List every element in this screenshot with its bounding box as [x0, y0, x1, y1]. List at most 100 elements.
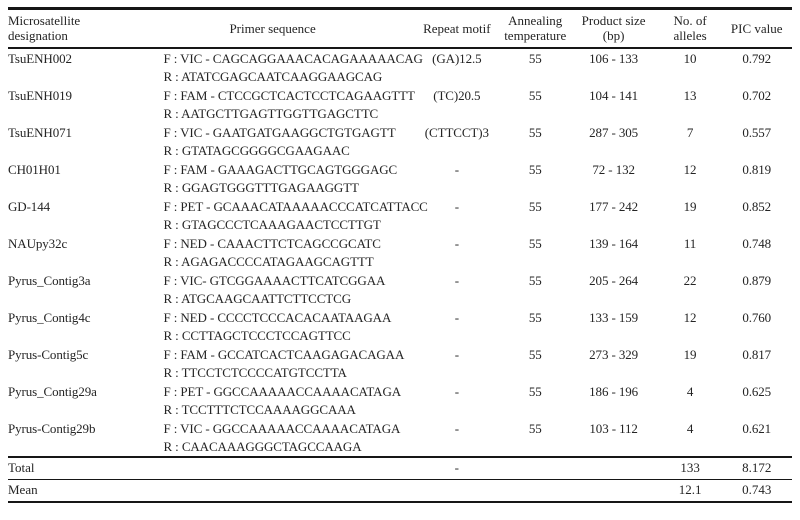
marker-row: TsuENH071 F : VIC - GAATGATGAAGGCTGTGAGT…: [8, 123, 792, 160]
pic-value-cell: 0.748: [742, 236, 772, 251]
total-alleles: 133: [658, 456, 722, 480]
product-size-cell: 287 - 305: [589, 125, 639, 140]
marker-row: CH01H01 F : FAM - GAAAGACTTGCAGTGGGAGC R…: [8, 160, 792, 197]
reverse-primer: R : TCCTTTCTCCAAAAGGCAAA: [163, 401, 356, 417]
repeat-motif-cell: -: [454, 273, 459, 288]
designation-cell: GD-144: [8, 199, 51, 214]
annealing-temperature-cell: 55: [528, 88, 542, 103]
primer-cell: F : FAM - GAAAGACTTGCAGTGGGAGC R : GGAGT…: [133, 160, 411, 197]
reverse-primer: R : GTAGCCCTCAAAGAACTCCTTGT: [163, 216, 381, 232]
reverse-primer: R : TTCCTCTCCCCATGTCCTTA: [163, 364, 347, 380]
col-header-pic-value: PIC value: [721, 8, 792, 49]
marker-row: Pyrus_Contig29a F : PET - GGCCAAAAACCAAA…: [8, 382, 792, 419]
reverse-primer: R : CCTTAGCTCCCTCCAGTTCC: [163, 327, 351, 343]
col-header-annealing-temperature: Annealing temperature: [501, 8, 569, 49]
microsatellite-primer-table: Microsatellite designation Primer sequen…: [8, 7, 792, 503]
primer-cell: F : VIC - GGCCAAAAACCAAAACATAGA R : CAAC…: [133, 419, 411, 457]
designation-cell: Pyrus_Contig4c: [8, 310, 91, 325]
reverse-primer: R : ATGCAAGCAATTCTTCCTCG: [163, 290, 351, 306]
annealing-temperature-cell: 55: [528, 199, 542, 214]
product-size-cell: 177 - 242: [589, 199, 639, 214]
alleles-cell: 10: [683, 51, 697, 66]
mean-temperature-cell: [501, 479, 569, 502]
designation-cell: CH01H01: [8, 162, 61, 177]
primer-cell: F : VIC- GTCGGAAAACTTCATCGGAA R : ATGCAA…: [133, 271, 411, 308]
marker-row: Pyrus-Contig29b F : VIC - GGCCAAAAACCAAA…: [8, 419, 792, 457]
primer-cell: F : PET - GGCCAAAAACCAAAACATAGA R : TCCT…: [133, 382, 411, 419]
forward-primer: F : FAM - GCCATCACTCAAGAGACAGAA: [163, 347, 405, 362]
total-primer-cell: [133, 456, 412, 480]
repeat-motif-cell: (CTTCCT)3: [424, 125, 489, 140]
alleles-cell: 19: [683, 347, 697, 362]
product-size-cell: 186 - 196: [589, 384, 639, 399]
table-body: TsuENH002 F : VIC - CAGCAGGAAACACAGAAAAA…: [8, 48, 792, 457]
forward-primer: F : FAM - GAAAGACTTGCAGTGGGAGC: [163, 162, 398, 177]
designation-cell: Pyrus-Contig29b: [8, 421, 96, 436]
primer-cell: F : VIC - GAATGATGAAGGCTGTGAGTT R : GTAT…: [133, 123, 411, 160]
total-temperature-cell: [501, 456, 569, 480]
alleles-cell: 4: [686, 384, 694, 399]
pic-value-cell: 0.760: [742, 310, 772, 325]
pic-value-cell: 0.557: [742, 125, 772, 140]
forward-primer: F : NED - CAAACTTCTCAGCCGCATC: [163, 236, 381, 251]
total-pic: 8.172: [721, 456, 792, 480]
header-row: Microsatellite designation Primer sequen…: [8, 8, 792, 49]
alleles-cell: 22: [683, 273, 697, 288]
col-header-product-size: Product size (bp): [568, 8, 659, 49]
forward-primer: F : PET - GCAAACATAAAAACCCATCATTACC: [163, 199, 428, 214]
col-header-repeat-motif: Repeat motif: [411, 8, 502, 49]
reverse-primer: R : AATGCTTGAGTTGGTTGAGCTTC: [163, 105, 379, 121]
marker-row: GD-144 F : PET - GCAAACATAAAAACCCATCATTA…: [8, 197, 792, 234]
repeat-motif-cell: (TC)20.5: [433, 88, 481, 103]
designation-cell: Pyrus_Contig29a: [8, 384, 97, 399]
designation-cell: Pyrus-Contig5c: [8, 347, 89, 362]
annealing-temperature-cell: 55: [528, 162, 542, 177]
pic-value-cell: 0.817: [742, 347, 772, 362]
product-size-cell: 104 - 141: [589, 88, 639, 103]
annealing-temperature-cell: 55: [528, 236, 542, 251]
col-header-designation: Microsatellite designation: [8, 8, 134, 49]
primer-cell: F : NED - CAAACTTCTCAGCCGCATC R : AGAGAC…: [133, 234, 411, 271]
mean-row: Mean 12.1 0.743: [8, 479, 792, 502]
table-header: Microsatellite designation Primer sequen…: [8, 8, 792, 49]
pic-value-cell: 0.792: [742, 51, 772, 66]
forward-primer: F : FAM - CTCCGCTCACTCCTCAGAAGTTT: [163, 88, 415, 103]
marker-row: TsuENH019 F : FAM - CTCCGCTCACTCCTCAGAAG…: [8, 86, 792, 123]
repeat-motif-cell: -: [454, 199, 459, 214]
primer-cell: F : PET - GCAAACATAAAAACCCATCATTACC R : …: [133, 197, 428, 234]
pic-value-cell: 0.819: [742, 162, 772, 177]
alleles-cell: 19: [683, 199, 697, 214]
annealing-temperature-cell: 55: [528, 273, 542, 288]
total-product-size-cell: [568, 456, 659, 480]
marker-row: Pyrus-Contig5c F : FAM - GCCATCACTCAAGAG…: [8, 345, 792, 382]
alleles-cell: 12: [683, 310, 697, 325]
designation-cell: NAUpy32c: [8, 236, 68, 251]
alleles-cell: 11: [683, 236, 697, 251]
repeat-motif-cell: -: [454, 384, 459, 399]
col-header-primer-sequence: Primer sequence: [133, 8, 412, 49]
primer-cell: F : FAM - CTCCGCTCACTCCTCAGAAGTTT R : AA…: [133, 86, 415, 123]
mean-alleles: 12.1: [658, 479, 722, 502]
marker-row: TsuENH002 F : VIC - CAGCAGGAAACACAGAAAAA…: [8, 48, 792, 86]
designation-cell: TsuENH071: [8, 125, 72, 140]
reverse-primer: R : ATATCGAGCAATCAAGGAAGCAG: [163, 68, 383, 84]
reverse-primer: R : AGAGACCCCATAGAAGCAGTTT: [163, 253, 374, 269]
marker-row: NAUpy32c F : NED - CAAACTTCTCAGCCGCATC R…: [8, 234, 792, 271]
alleles-cell: 12: [683, 162, 697, 177]
total-row: Total - 133 8.172: [8, 456, 792, 480]
designation-cell: Pyrus_Contig3a: [8, 273, 91, 288]
primer-cell: F : NED - CCCCTCCCACACAATAAGAA R : CCTTA…: [133, 308, 411, 345]
reverse-primer: R : CAACAAAGGGCTAGCCAAGA: [163, 438, 362, 454]
annealing-temperature-cell: 55: [528, 310, 542, 325]
forward-primer: F : VIC - GAATGATGAAGGCTGTGAGTT: [163, 125, 396, 140]
marker-row: Pyrus_Contig3a F : VIC- GTCGGAAAACTTCATC…: [8, 271, 792, 308]
reverse-primer: R : GTATAGCGGGGCGAAGAAC: [163, 142, 350, 158]
repeat-motif-cell: -: [454, 236, 459, 251]
repeat-motif-cell: -: [454, 421, 459, 436]
annealing-temperature-cell: 55: [528, 51, 542, 66]
alleles-cell: 13: [683, 88, 697, 103]
primer-cell: F : FAM - GCCATCACTCAAGAGACAGAA R : TTCC…: [133, 345, 411, 382]
product-size-cell: 72 - 132: [592, 162, 635, 177]
marker-row: Pyrus_Contig4c F : NED - CCCCTCCCACACAAT…: [8, 308, 792, 345]
